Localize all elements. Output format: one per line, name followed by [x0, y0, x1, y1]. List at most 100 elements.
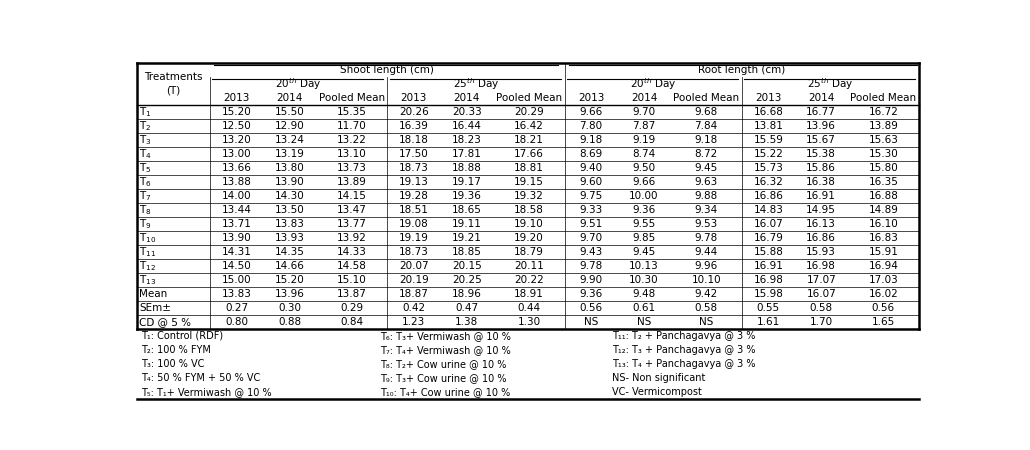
Text: T₁₁: T₂ + Panchagavya @ 3 %: T₁₁: T₂ + Panchagavya @ 3 %: [612, 331, 755, 341]
Text: 18.18: 18.18: [399, 135, 428, 145]
Text: CD @ 5 %: CD @ 5 %: [139, 317, 192, 327]
Text: 16.07: 16.07: [753, 219, 783, 229]
Text: 2014: 2014: [630, 93, 657, 103]
Text: 16.32: 16.32: [753, 177, 783, 187]
Text: 20.15: 20.15: [452, 261, 482, 271]
Text: 13.50: 13.50: [275, 205, 305, 215]
Text: 20$^{th}$ Day: 20$^{th}$ Day: [630, 76, 677, 91]
Text: 7.80: 7.80: [580, 121, 603, 130]
Text: 13.19: 13.19: [275, 148, 305, 159]
Text: 13.89: 13.89: [337, 177, 367, 187]
Text: 8.72: 8.72: [694, 148, 718, 159]
Text: 20.26: 20.26: [399, 107, 428, 117]
Text: 2014: 2014: [809, 93, 834, 103]
Text: 8.74: 8.74: [632, 148, 656, 159]
Text: 9.78: 9.78: [694, 233, 718, 243]
Text: 18.96: 18.96: [452, 289, 482, 299]
Text: 0.30: 0.30: [278, 303, 301, 313]
Text: 16.07: 16.07: [806, 289, 836, 299]
Text: 9.45: 9.45: [632, 247, 656, 256]
Text: 20.07: 20.07: [399, 261, 428, 271]
Text: 14.33: 14.33: [337, 247, 367, 256]
Text: 19.11: 19.11: [452, 219, 482, 229]
Text: 9.70: 9.70: [632, 107, 655, 117]
Text: 20.11: 20.11: [514, 261, 544, 271]
Text: 9.88: 9.88: [694, 191, 718, 201]
Text: 13.87: 13.87: [337, 289, 367, 299]
Text: Mean: Mean: [139, 289, 168, 299]
Text: 0.47: 0.47: [455, 303, 478, 313]
Text: Treatments
(T): Treatments (T): [144, 72, 203, 95]
Text: 15.50: 15.50: [275, 107, 305, 117]
Text: 7.84: 7.84: [694, 121, 718, 130]
Text: 15.86: 15.86: [806, 163, 836, 173]
Text: 17.50: 17.50: [399, 148, 428, 159]
Text: 13.96: 13.96: [275, 289, 305, 299]
Text: T$_{11}$: T$_{11}$: [139, 245, 157, 259]
Text: 14.50: 14.50: [221, 261, 251, 271]
Text: Pooled Mean: Pooled Mean: [851, 93, 917, 103]
Text: 14.31: 14.31: [221, 247, 251, 256]
Text: 16.72: 16.72: [868, 107, 898, 117]
Text: 19.13: 19.13: [399, 177, 428, 187]
Text: 9.36: 9.36: [632, 205, 656, 215]
Text: T$_5$: T$_5$: [139, 161, 151, 175]
Text: 0.42: 0.42: [403, 303, 425, 313]
Text: 9.85: 9.85: [632, 233, 656, 243]
Text: 0.29: 0.29: [340, 303, 364, 313]
Text: 13.81: 13.81: [753, 121, 783, 130]
Text: 9.33: 9.33: [580, 205, 603, 215]
Text: 13.92: 13.92: [337, 233, 367, 243]
Text: T$_3$: T$_3$: [139, 133, 151, 147]
Text: 14.66: 14.66: [275, 261, 305, 271]
Text: 18.23: 18.23: [452, 135, 482, 145]
Text: 25$^{th}$ Day: 25$^{th}$ Day: [808, 76, 854, 91]
Text: 13.66: 13.66: [221, 163, 251, 173]
Text: 7.87: 7.87: [632, 121, 656, 130]
Text: NS: NS: [699, 317, 714, 327]
Text: 18.91: 18.91: [514, 289, 544, 299]
Text: 9.36: 9.36: [580, 289, 603, 299]
Text: T$_4$: T$_4$: [139, 147, 151, 161]
Text: 0.84: 0.84: [340, 317, 364, 327]
Text: 18.58: 18.58: [514, 205, 544, 215]
Text: 18.65: 18.65: [452, 205, 482, 215]
Text: 16.35: 16.35: [868, 177, 898, 187]
Text: 15.10: 15.10: [337, 275, 367, 285]
Text: 9.68: 9.68: [694, 107, 718, 117]
Text: 16.42: 16.42: [514, 121, 544, 130]
Text: 15.20: 15.20: [221, 107, 251, 117]
Text: T$_9$: T$_9$: [139, 217, 151, 230]
Text: 17.66: 17.66: [514, 148, 544, 159]
Text: T₇: T₄+ Vermiwash @ 10 %: T₇: T₄+ Vermiwash @ 10 %: [380, 345, 511, 355]
Text: 14.83: 14.83: [753, 205, 783, 215]
Text: 10.30: 10.30: [629, 275, 659, 285]
Text: 14.35: 14.35: [275, 247, 305, 256]
Text: T₁₂: T₃ + Panchagavya @ 3 %: T₁₂: T₃ + Panchagavya @ 3 %: [612, 345, 755, 355]
Text: 1.70: 1.70: [810, 317, 833, 327]
Text: T₆: T₃+ Vermiwash @ 10 %: T₆: T₃+ Vermiwash @ 10 %: [380, 331, 511, 341]
Text: NS- Non significant: NS- Non significant: [612, 373, 706, 383]
Text: 18.21: 18.21: [514, 135, 544, 145]
Text: 20$^{th}$ Day: 20$^{th}$ Day: [275, 76, 322, 91]
Text: 13.47: 13.47: [337, 205, 367, 215]
Text: 9.40: 9.40: [580, 163, 603, 173]
Text: 15.63: 15.63: [868, 135, 898, 145]
Text: 9.42: 9.42: [694, 289, 718, 299]
Text: 19.08: 19.08: [399, 219, 428, 229]
Text: 20.29: 20.29: [514, 107, 544, 117]
Text: 15.91: 15.91: [868, 247, 898, 256]
Text: T$_8$: T$_8$: [139, 203, 151, 216]
Text: 16.13: 16.13: [806, 219, 836, 229]
Text: 9.19: 9.19: [632, 135, 656, 145]
Text: 10.10: 10.10: [691, 275, 721, 285]
Text: T$_{10}$: T$_{10}$: [139, 231, 157, 245]
Text: 16.91: 16.91: [753, 261, 783, 271]
Text: T₁₃: T₄ + Panchagavya @ 3 %: T₁₃: T₄ + Panchagavya @ 3 %: [612, 359, 755, 369]
Text: 18.81: 18.81: [514, 163, 544, 173]
Text: 13.73: 13.73: [337, 163, 367, 173]
Text: 9.75: 9.75: [580, 191, 603, 201]
Text: 20.22: 20.22: [514, 275, 544, 285]
Text: 9.96: 9.96: [694, 261, 718, 271]
Text: 19.28: 19.28: [399, 191, 428, 201]
